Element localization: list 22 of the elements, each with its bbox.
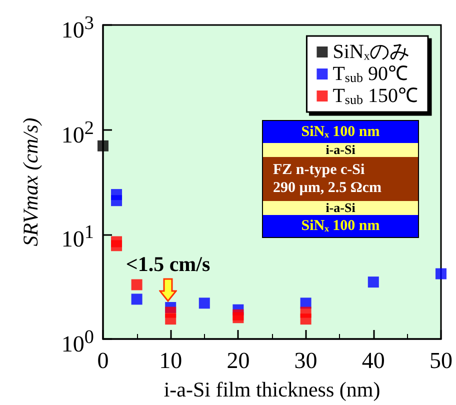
legend-label: Tsub 150℃: [332, 85, 418, 107]
x-axis-title: i-a-Si film thickness (nm): [164, 378, 380, 402]
x-tick-label: 20: [226, 348, 250, 373]
annotation: 290 µm, 2.5 Ωcm: [273, 179, 383, 197]
y-tick-label: 10$^{0}$: [61, 326, 94, 358]
y-tick-label: 10$^{3}$: [61, 12, 94, 44]
annotation: <1.5 cm/s: [126, 252, 210, 276]
y-tick-label: 10$^{1}$: [61, 221, 94, 253]
legend-label: SiNₓのみ: [332, 41, 410, 63]
annotation: i-a-Si: [263, 142, 418, 157]
x-tick-label: 40: [362, 348, 385, 373]
annotation: FZ n-type c-Si: [273, 161, 366, 179]
annotation: SiNₓ 100 nm: [263, 121, 418, 143]
x-tick-label: 10: [159, 348, 182, 373]
y-tick-label: 10$^{2}$: [61, 116, 94, 148]
annotation: i-a-Si: [263, 200, 418, 215]
y-axis-title: SRVmax (cm/s): [18, 118, 42, 246]
annotation: SiNₓ 100 nm: [263, 215, 418, 237]
x-tick-label: 30: [294, 348, 318, 373]
x-tick-label: 50: [430, 348, 452, 373]
legend-label: Tsub 90℃: [332, 63, 408, 85]
x-tick-label: 0: [97, 348, 109, 373]
